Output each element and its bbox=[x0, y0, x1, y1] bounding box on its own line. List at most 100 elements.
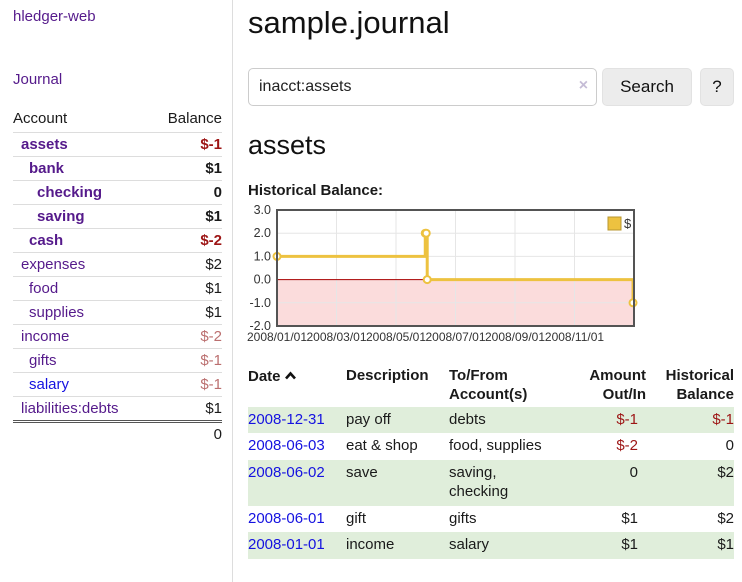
transaction-balance: 0 bbox=[725, 437, 734, 454]
transaction-accounts: saving, checking bbox=[449, 463, 509, 501]
transaction-description: save bbox=[346, 463, 378, 481]
chart-x-tick-label: 2008/07/01 bbox=[425, 330, 485, 344]
account-heading: assets bbox=[248, 130, 327, 160]
accounts-header-balance: Balance bbox=[151, 107, 222, 133]
account-balance: 0 bbox=[151, 180, 222, 205]
app-brand-link[interactable]: hledger-web bbox=[13, 8, 96, 25]
chart-x-tick-label: 2008/01/01 bbox=[247, 330, 307, 344]
account-link-expenses[interactable]: expenses bbox=[21, 256, 86, 273]
register-row: 2008-06-03 eat & shop food, supplies $-2 0 bbox=[248, 433, 734, 460]
account-row: salary $-1 bbox=[13, 372, 222, 397]
search-input[interactable] bbox=[248, 68, 598, 106]
register-row: 2008-12-31 pay off debts $-1 $-1 bbox=[248, 406, 734, 433]
chart-y-tick-label: -2.0 bbox=[249, 319, 271, 333]
page-title: sample.journal bbox=[248, 5, 450, 40]
account-link-food[interactable]: food bbox=[29, 280, 59, 297]
accounts-total-spacer bbox=[13, 420, 152, 446]
register-header-date[interactable]: Date bbox=[248, 365, 346, 407]
transaction-amount: $1 bbox=[621, 536, 638, 553]
accounts-header-account: Account bbox=[13, 107, 152, 133]
chart-point bbox=[421, 228, 431, 238]
accounts-table: Account Balance assets $-1 bank $1 checking 0… bbox=[13, 107, 222, 446]
transaction-description: gift bbox=[346, 509, 367, 527]
account-balance: $-1 bbox=[151, 372, 222, 397]
transaction-date-link[interactable]: 2008-01-01 bbox=[248, 536, 325, 553]
transaction-date-link[interactable]: 2008-06-02 bbox=[248, 463, 325, 481]
register-header-balance: Historical Balance bbox=[665, 367, 734, 403]
register-row: 2008-06-02 save saving, checking 0 $2 bbox=[248, 459, 734, 506]
chart-y-tick-label: -1.0 bbox=[249, 296, 271, 310]
chart-x-tick-label: 2008/09/01 bbox=[485, 330, 545, 344]
account-row: gifts $-1 bbox=[13, 348, 222, 373]
chart-legend-swatch bbox=[607, 216, 622, 231]
chart-title: Historical Balance: bbox=[248, 182, 384, 199]
account-link-gifts[interactable]: gifts bbox=[29, 352, 57, 369]
chart-y-tick-label: 2.0 bbox=[254, 226, 271, 240]
account-balance: $1 bbox=[151, 300, 222, 325]
account-balance: $-1 bbox=[151, 348, 222, 373]
search-button[interactable]: Search bbox=[602, 68, 692, 106]
account-link-supplies[interactable]: supplies bbox=[29, 304, 85, 321]
main-panel: sample.journal × Search ? assets Histori… bbox=[247, 0, 734, 559]
chart-point bbox=[422, 275, 432, 285]
account-row: income $-2 bbox=[13, 324, 222, 349]
account-balance: $2 bbox=[151, 252, 222, 277]
transaction-amount: 0 bbox=[629, 463, 638, 481]
account-balance: $-2 bbox=[151, 324, 222, 349]
account-link-cash[interactable]: cash bbox=[29, 232, 64, 249]
accounts-total-value: 0 bbox=[151, 420, 222, 446]
transaction-description: eat & shop bbox=[346, 437, 418, 454]
account-link-checking[interactable]: checking bbox=[37, 184, 103, 201]
account-link-income[interactable]: income bbox=[21, 328, 70, 345]
register-table: Date Description To/From Account(s) Amou… bbox=[248, 365, 734, 559]
register-row: 2008-06-01 gift gifts $1 $2 bbox=[248, 506, 734, 533]
chart-x-tick-label: 2008/05/01 bbox=[366, 330, 426, 344]
transaction-accounts: gifts bbox=[449, 509, 477, 527]
transaction-balance: $2 bbox=[717, 463, 734, 481]
account-link-saving[interactable]: saving bbox=[37, 208, 85, 225]
register-header-account: To/From Account(s) bbox=[449, 367, 528, 403]
account-link-liabilities-debts[interactable]: liabilities:debts bbox=[21, 400, 119, 417]
register-header-description: Description bbox=[346, 367, 429, 384]
transaction-description: pay off bbox=[346, 410, 391, 428]
account-link-assets[interactable]: assets bbox=[21, 136, 68, 153]
chart-legend-label: $ bbox=[624, 216, 632, 231]
transaction-description: income bbox=[346, 536, 395, 553]
transaction-date-link[interactable]: 2008-06-01 bbox=[248, 509, 325, 527]
account-row: expenses $2 bbox=[13, 252, 222, 277]
transaction-date-link[interactable]: 2008-06-03 bbox=[248, 437, 325, 454]
transaction-amount: $-1 bbox=[616, 410, 638, 428]
sidebar: hledger-web Journal Account Balance asse… bbox=[0, 0, 233, 582]
help-button[interactable]: ? bbox=[699, 68, 734, 106]
account-link-salary[interactable]: salary bbox=[29, 376, 70, 393]
chart-border bbox=[276, 209, 635, 327]
register-header-date-label: Date bbox=[248, 368, 281, 385]
register-row: 2008-01-01 income salary $1 $1 bbox=[248, 532, 734, 559]
search-form: × Search ? bbox=[248, 68, 734, 106]
account-row: liabilities:debts $1 bbox=[13, 396, 222, 422]
account-row: saving $1 bbox=[13, 204, 222, 229]
account-row: assets $-1 bbox=[13, 132, 222, 157]
transaction-accounts: debts bbox=[449, 410, 486, 428]
chart-y-tick-label: 1.0 bbox=[254, 249, 271, 263]
register-header-amount: Amount Out/In bbox=[589, 367, 646, 403]
account-balance: $1 bbox=[151, 276, 222, 301]
account-balance: $1 bbox=[151, 156, 222, 181]
account-balance: $-2 bbox=[151, 228, 222, 253]
register-header-row: Date Description To/From Account(s) Amou… bbox=[248, 365, 734, 407]
transaction-date-link[interactable]: 2008-12-31 bbox=[248, 410, 325, 428]
clear-search-icon[interactable]: × bbox=[578, 77, 589, 94]
transaction-amount: $1 bbox=[621, 509, 638, 527]
chart-x-tick-label: 2008/11/01 bbox=[545, 330, 604, 344]
account-link-bank[interactable]: bank bbox=[29, 160, 65, 177]
chart-y-tick-label: 0.0 bbox=[254, 273, 271, 287]
transaction-balance: $2 bbox=[717, 509, 734, 527]
chart-x-tick-label: 2008/03/01 bbox=[306, 330, 366, 344]
chart-y-tick-label: 3.0 bbox=[254, 203, 271, 217]
account-row: food $1 bbox=[13, 276, 222, 301]
account-balance: $1 bbox=[151, 204, 222, 229]
sidebar-item-journal[interactable]: Journal bbox=[13, 71, 63, 88]
account-row: checking 0 bbox=[13, 180, 222, 205]
transaction-balance: $1 bbox=[717, 536, 734, 553]
